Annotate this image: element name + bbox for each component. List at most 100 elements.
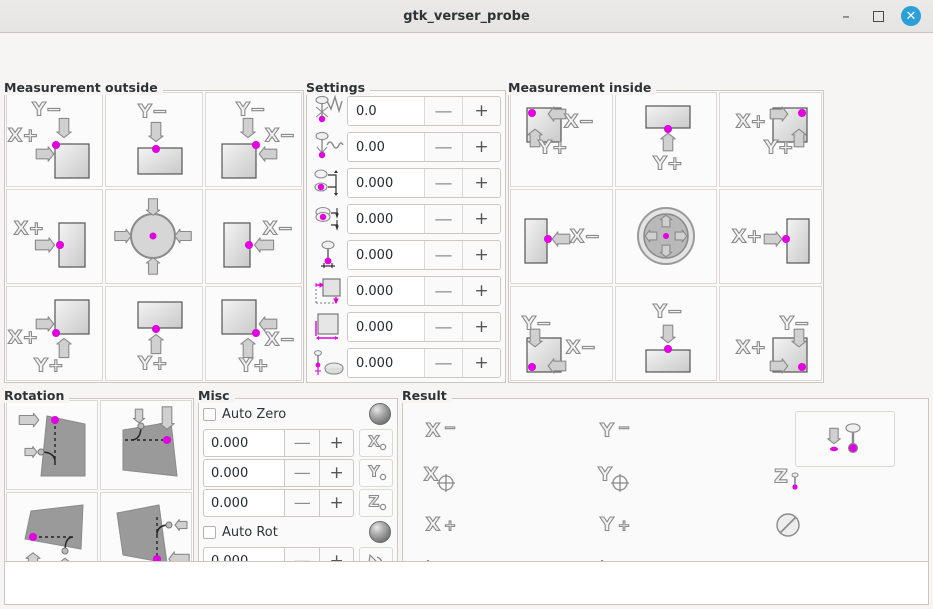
auto-rot-checkbox[interactable] [203, 525, 216, 539]
misc-zero-y-plus-button[interactable]: + [319, 459, 355, 487]
inside-edge-left[interactable]: X− [510, 189, 613, 284]
setting-search-velocity-spinbutton[interactable]: 0.0— + [347, 96, 501, 126]
inside-corner-top-left[interactable]: X− Y+ [510, 92, 613, 187]
setting-block-width-value[interactable]: 0.000 [348, 313, 424, 341]
setting-tool-length-minus-button[interactable]: — [424, 349, 462, 377]
auto-zero-checkbox[interactable] [203, 407, 216, 421]
svg-text:+: + [444, 516, 457, 534]
misc-zero-z-minus-button[interactable]: — [284, 489, 320, 517]
setting-tool-length-plus-button[interactable]: + [462, 349, 500, 377]
window-titlebar[interactable]: gtk_verser_probe – ✕ [0, 0, 933, 33]
setting-tool-length-value[interactable]: 0.000 [348, 349, 424, 377]
setting-probe-diameter-minus-button[interactable]: — [424, 241, 462, 269]
measurement-inside-grid: X− Y+ Y+ X+ Y+ X− X+ Y− X− Y− Y− X+ [509, 91, 823, 382]
misc-zero-z-plus-button[interactable]: + [319, 489, 355, 517]
inside-corner-top-right[interactable]: X+ Y+ [719, 92, 822, 187]
svg-text:+: + [618, 516, 631, 534]
svg-text:Y+: Y+ [652, 153, 683, 175]
setting-probe-velocity-value[interactable]: 0.00 [348, 133, 424, 161]
outside-corner-bottom-right[interactable]: X− Y+ [204, 286, 302, 381]
axis-x-zero-icon[interactable]: X [359, 429, 393, 457]
outside-edge-top[interactable]: Y− [105, 92, 203, 187]
status-text-area[interactable] [4, 561, 929, 605]
result-y-minus: Y − [593, 407, 713, 454]
setting-probe-diameter-spinbutton[interactable]: 0.000— + [347, 240, 501, 270]
setting-search-velocity-minus-button[interactable]: — [424, 97, 462, 125]
setting-latch-return-spinbutton[interactable]: 0.000— + [347, 204, 501, 234]
inside-corner-bottom-right[interactable]: Y− X+ [719, 286, 822, 381]
setting-latch-return-value[interactable]: 0.000 [348, 205, 424, 233]
axis-y-zero-icon[interactable]: Y [359, 459, 393, 487]
settings-panel: Settings 0.0— +0.00— +0.000— +0.000— +0.000—… [306, 80, 506, 383]
misc-zero-z-value[interactable]: 0.000 [203, 489, 285, 517]
result-tool-length-box[interactable] [795, 411, 895, 467]
setting-max-travel-spinbutton[interactable]: 0.000— + [347, 168, 501, 198]
svg-text:X: X [426, 419, 441, 441]
setting-search-velocity-value[interactable]: 0.0 [348, 97, 424, 125]
svg-text:X: X [426, 513, 441, 535]
misc-zero-y-value[interactable]: 0.000 [203, 459, 285, 487]
inside-corner-xminus-yminus-icon: Y− X− [511, 287, 612, 380]
setting-max-travel-plus-button[interactable]: + [462, 169, 500, 197]
setting-tool-length-row: 0.000— + [309, 345, 503, 381]
setting-probe-velocity-minus-button[interactable]: — [424, 133, 462, 161]
outside-corner-top-right[interactable]: Y− X− [204, 92, 302, 187]
setting-max-travel-value[interactable]: 0.000 [348, 169, 424, 197]
setting-latch-return-plus-button[interactable]: + [462, 205, 500, 233]
inside-edge-bottom[interactable]: Y− [614, 286, 718, 381]
auto-rot-row: Auto Rot [199, 519, 397, 545]
misc-zero-y-minus-button[interactable]: — [284, 459, 320, 487]
setting-block-width-spinbutton[interactable]: 0.000— + [347, 312, 501, 342]
rotation-probe-top-edge[interactable] [100, 400, 192, 490]
misc-zero-x-plus-button[interactable]: + [319, 429, 355, 457]
misc-label: Misc [198, 388, 235, 403]
setting-probe-velocity-spinbutton[interactable]: 0.00— + [347, 132, 501, 162]
axis-z-zero-icon[interactable]: Z [359, 489, 393, 517]
probe-fast-zigzag-icon [311, 94, 345, 128]
setting-probe-velocity-plus-button[interactable]: + [462, 133, 500, 161]
outside-corner-bottom-left[interactable]: X+ Y+ [6, 286, 104, 381]
inside-center-hole[interactable] [614, 189, 718, 284]
misc-zero-x-value[interactable]: 0.000 [203, 429, 285, 457]
measurement-outside-label: Measurement outside [4, 80, 163, 95]
minimize-icon[interactable]: – [842, 7, 850, 25]
setting-edge-width-spinbutton[interactable]: 0.000— + [347, 276, 501, 306]
misc-zero-x-minus-button[interactable]: — [284, 429, 320, 457]
close-icon[interactable]: ✕ [901, 6, 921, 26]
status-text [5, 562, 928, 570]
outside-corner-top-left[interactable]: Y− X+ [6, 92, 104, 187]
setting-edge-width-value[interactable]: 0.000 [348, 277, 424, 305]
inside-edge-yplus-icon: Y+ [616, 93, 717, 186]
svg-text:Y+: Y+ [763, 137, 794, 159]
auto-rot-indicator-led[interactable] [369, 521, 391, 543]
setting-probe-diameter-plus-button[interactable]: + [462, 241, 500, 269]
auto-zero-indicator-led[interactable] [369, 403, 391, 425]
svg-text:−: − [618, 418, 631, 436]
setting-probe-diameter-value[interactable]: 0.000 [348, 241, 424, 269]
svg-text:X−: X− [570, 226, 601, 248]
outside-edge-bottom[interactable]: Y+ [105, 286, 203, 381]
tool-length-icon [311, 346, 345, 380]
settings-label: Settings [306, 80, 371, 95]
rotation-probe-left-edge[interactable] [6, 400, 98, 490]
setting-edge-width-minus-button[interactable]: — [424, 277, 462, 305]
maximize-icon[interactable] [869, 7, 887, 25]
outside-edge-right[interactable]: X− [204, 189, 302, 284]
setting-block-width-plus-button[interactable]: + [462, 313, 500, 341]
inside-edge-top[interactable]: Y+ [614, 92, 718, 187]
setting-search-velocity-plus-button[interactable]: + [462, 97, 500, 125]
inside-corner-bottom-left[interactable]: Y− X− [510, 286, 613, 381]
outside-center-boss[interactable] [105, 189, 203, 284]
setting-edge-width-plus-button[interactable]: + [462, 277, 500, 305]
setting-max-travel-row: 0.000— + [309, 165, 503, 201]
outside-edge-left[interactable]: X+ [6, 189, 104, 284]
setting-max-travel-minus-button[interactable]: — [424, 169, 462, 197]
inside-edge-right[interactable]: X+ [719, 189, 822, 284]
setting-block-width-minus-button[interactable]: — [424, 313, 462, 341]
svg-text:X+: X+ [735, 337, 766, 359]
misc-zero-y-row: 0.000— + Y [203, 459, 393, 487]
svg-text:Y−: Y− [138, 101, 169, 123]
setting-latch-return-minus-button[interactable]: — [424, 205, 462, 233]
setting-tool-length-spinbutton[interactable]: 0.000— + [347, 348, 501, 378]
